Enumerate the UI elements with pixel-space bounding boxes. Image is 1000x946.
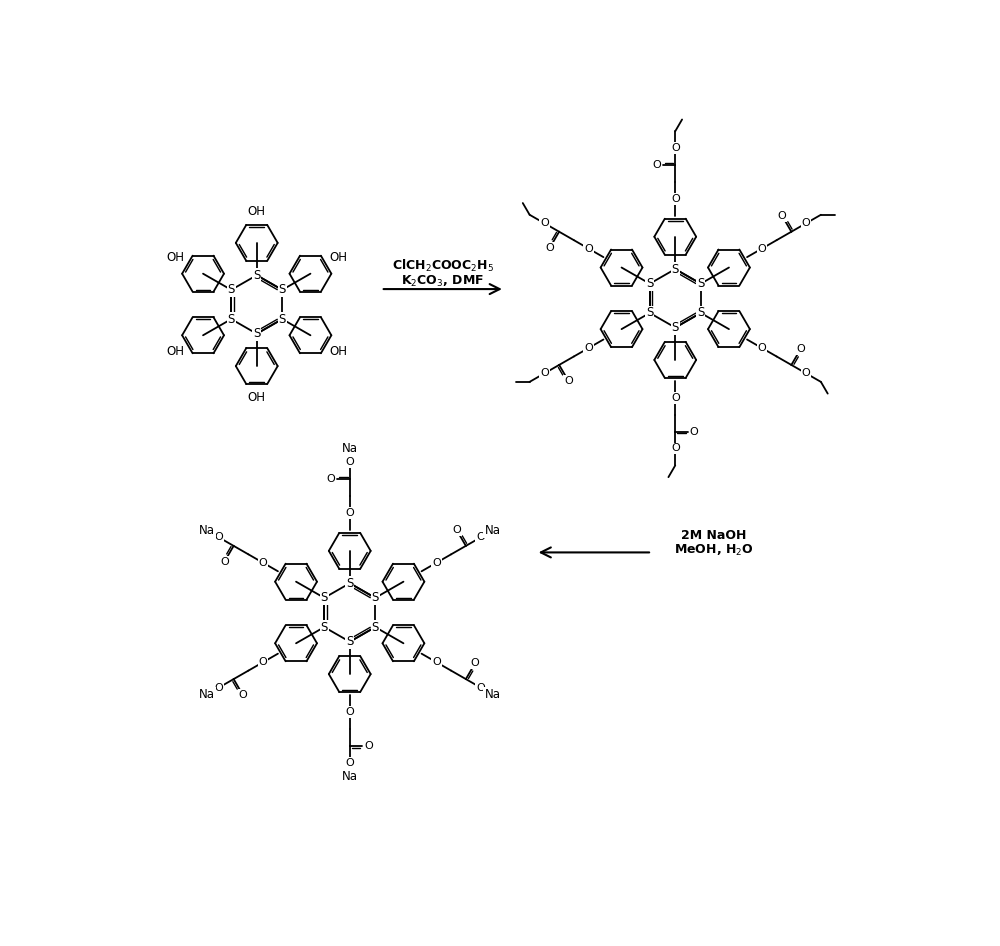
Text: Na: Na xyxy=(484,524,500,537)
Text: S: S xyxy=(346,577,353,589)
Text: O: O xyxy=(689,427,698,436)
Text: OH: OH xyxy=(167,252,185,264)
Text: O: O xyxy=(364,741,373,751)
Text: O: O xyxy=(259,558,268,568)
Text: O: O xyxy=(452,525,461,534)
Text: O: O xyxy=(214,533,223,542)
Text: S: S xyxy=(646,307,653,320)
Text: Na: Na xyxy=(342,770,358,782)
Text: O: O xyxy=(671,143,680,153)
Text: O: O xyxy=(778,211,786,220)
Text: OH: OH xyxy=(248,205,266,218)
Text: Na: Na xyxy=(199,688,215,701)
Text: S: S xyxy=(672,263,679,275)
Text: S: S xyxy=(372,591,379,604)
Text: O: O xyxy=(757,244,766,254)
Text: O: O xyxy=(432,657,441,667)
Text: S: S xyxy=(672,321,679,334)
Text: O: O xyxy=(802,219,811,228)
Text: S: S xyxy=(372,621,379,634)
Text: S: S xyxy=(697,277,704,290)
Text: OH: OH xyxy=(329,344,347,358)
Text: O: O xyxy=(671,194,680,204)
Text: Na: Na xyxy=(342,443,358,455)
Text: ClCH$_2$COOC$_2$H$_5$: ClCH$_2$COOC$_2$H$_5$ xyxy=(392,258,494,274)
Text: O: O xyxy=(471,658,480,668)
Text: O: O xyxy=(345,508,354,518)
Text: O: O xyxy=(584,244,593,254)
Text: S: S xyxy=(228,312,235,325)
Text: Na: Na xyxy=(199,524,215,537)
Text: O: O xyxy=(540,368,549,378)
Text: O: O xyxy=(345,707,354,717)
Text: S: S xyxy=(253,269,260,282)
Text: O: O xyxy=(327,474,336,484)
Text: O: O xyxy=(652,160,661,170)
Text: S: S xyxy=(697,307,704,320)
Text: O: O xyxy=(584,343,593,353)
Text: S: S xyxy=(321,621,328,634)
Text: O: O xyxy=(545,243,554,253)
Text: S: S xyxy=(646,277,653,290)
Text: O: O xyxy=(345,758,354,767)
Text: S: S xyxy=(228,284,235,296)
Text: O: O xyxy=(476,533,485,542)
Text: S: S xyxy=(321,591,328,604)
Text: O: O xyxy=(671,393,680,403)
Text: O: O xyxy=(671,444,680,453)
Text: O: O xyxy=(476,683,485,692)
Text: K$_2$CO$_3$, DMF: K$_2$CO$_3$, DMF xyxy=(401,273,484,289)
Text: Na: Na xyxy=(484,688,500,701)
Text: MeOH, H$_2$O: MeOH, H$_2$O xyxy=(674,543,754,558)
Text: S: S xyxy=(253,327,260,341)
Text: S: S xyxy=(279,284,286,296)
Text: O: O xyxy=(757,343,766,353)
Text: O: O xyxy=(540,219,549,228)
Text: S: S xyxy=(346,636,353,648)
Text: O: O xyxy=(345,457,354,467)
Text: O: O xyxy=(802,368,811,378)
Text: OH: OH xyxy=(248,391,266,404)
Text: O: O xyxy=(220,557,229,567)
Text: O: O xyxy=(259,657,268,667)
Text: O: O xyxy=(239,690,247,700)
Text: O: O xyxy=(796,344,805,354)
Text: O: O xyxy=(214,683,223,692)
Text: O: O xyxy=(432,558,441,568)
Text: OH: OH xyxy=(167,344,185,358)
Text: O: O xyxy=(564,376,573,386)
Text: 2M NaOH: 2M NaOH xyxy=(681,529,747,542)
Text: OH: OH xyxy=(329,252,347,264)
Text: S: S xyxy=(279,312,286,325)
